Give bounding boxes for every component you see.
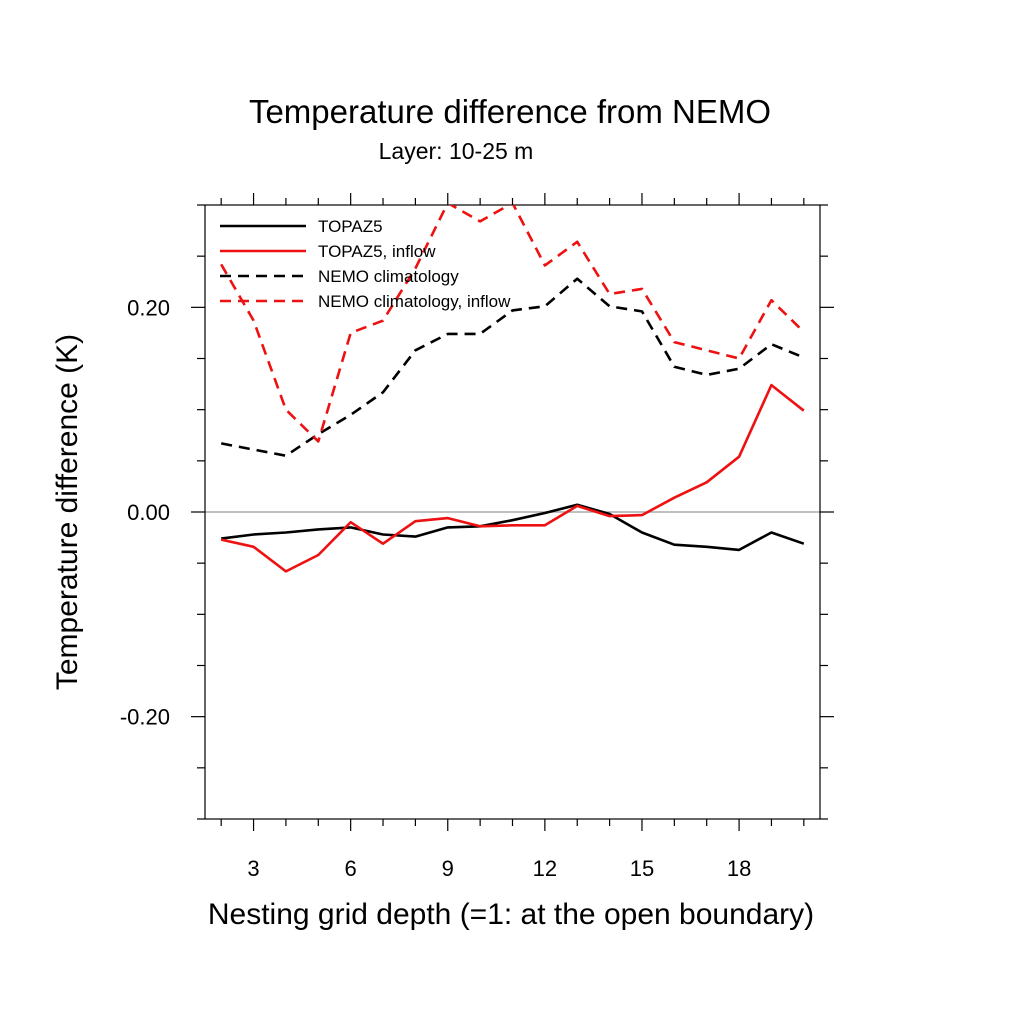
y-tick-label: 0.20 <box>127 295 170 320</box>
series-line-2 <box>220 383 805 573</box>
series-line-3 <box>220 277 805 458</box>
x-tick-label: 12 <box>533 856 557 881</box>
x-tick-label: 3 <box>247 856 259 881</box>
legend-entry-label: NEMO climatology <box>318 267 459 286</box>
legend-entry-label: NEMO climatology, inflow <box>318 292 511 311</box>
series-line-1 <box>221 503 805 552</box>
series-line-4 <box>220 205 805 443</box>
x-tick-label: 18 <box>727 856 751 881</box>
legend-entry-label: TOPAZ5 <box>318 217 383 236</box>
y-axis-label: Temperature difference (K) <box>51 334 84 690</box>
x-tick-label: 15 <box>630 856 654 881</box>
plot-area: 3 6 9 12 15 18 -0.20 0.00 0.20 TOPAZ5 TOPAZ5, infl… <box>120 193 834 881</box>
legend: TOPAZ5 TOPAZ5, inflow NEMO climatology NEMO… <box>220 217 511 311</box>
x-axis-label: Nesting grid depth (=1: at the open boun… <box>208 898 814 931</box>
chart-subtitle: Layer: 10-25 m <box>379 138 534 164</box>
chart-title: Temperature difference from NEMO <box>249 93 771 130</box>
y-tick-label: -0.20 <box>120 705 170 730</box>
series-group <box>220 205 805 573</box>
x-tick-label: 6 <box>345 856 357 881</box>
legend-entry-label: TOPAZ5, inflow <box>318 242 436 261</box>
y-tick-label: 0.00 <box>127 500 170 525</box>
x-tick-label: 9 <box>442 856 454 881</box>
